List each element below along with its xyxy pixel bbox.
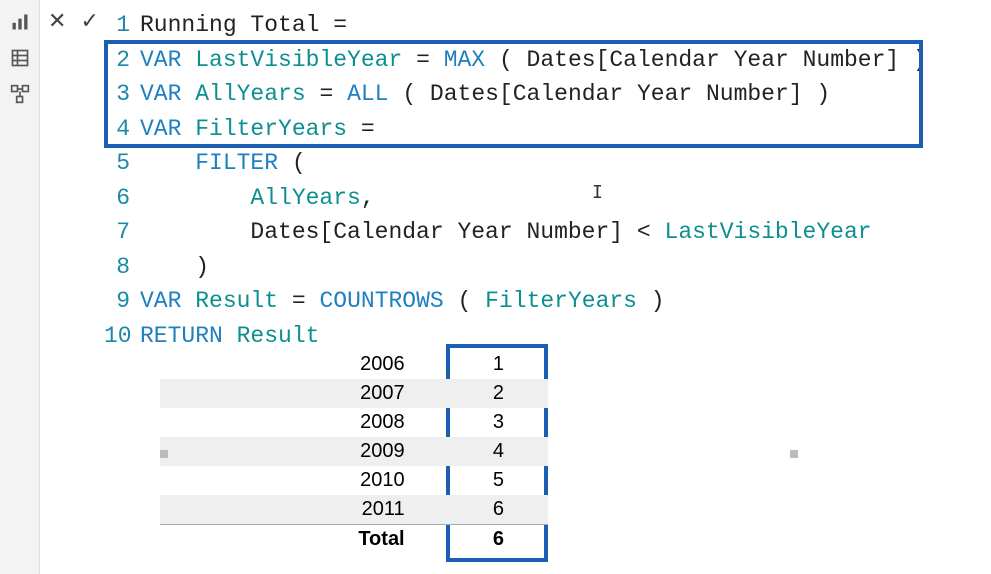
- line-number: 6: [104, 181, 140, 216]
- code-line: 1Running Total =: [104, 8, 983, 43]
- scroll-handle-left[interactable]: [160, 450, 168, 458]
- results-visual: 200612007220083200942010520116Total6: [160, 350, 800, 554]
- code-line: 8 ): [104, 250, 983, 285]
- line-content: ): [140, 250, 983, 285]
- left-nav: [0, 0, 40, 574]
- formula-bar-actions: ✕ ✓: [48, 8, 99, 34]
- report-icon[interactable]: [10, 12, 30, 32]
- line-content: FILTER (: [140, 146, 983, 181]
- value-cell: 3: [415, 408, 548, 437]
- value-cell: 2: [415, 379, 548, 408]
- code-line: 4VAR FilterYears =: [104, 112, 983, 147]
- value-cell: 5: [415, 466, 548, 495]
- table-row: 20083: [160, 408, 548, 437]
- table-total-row: Total6: [160, 525, 548, 555]
- line-number: 2: [104, 43, 140, 78]
- line-number: 7: [104, 215, 140, 250]
- line-number: 10: [104, 319, 140, 354]
- scroll-handle-right[interactable]: [790, 450, 798, 458]
- line-number: 8: [104, 250, 140, 285]
- line-number: 4: [104, 112, 140, 147]
- line-content: Dates[Calendar Year Number] < LastVisibl…: [140, 215, 983, 250]
- total-value-cell: 6: [415, 525, 548, 555]
- line-content: VAR Result = COUNTROWS ( FilterYears ): [140, 284, 983, 319]
- line-content: AllYears,: [140, 181, 983, 216]
- value-cell: 1: [415, 350, 548, 379]
- year-cell: 2006: [160, 350, 415, 379]
- code-line: 9VAR Result = COUNTROWS ( FilterYears ): [104, 284, 983, 319]
- line-number: 3: [104, 77, 140, 112]
- line-content: VAR LastVisibleYear = MAX ( Dates[Calend…: [140, 43, 983, 78]
- line-number: 5: [104, 146, 140, 181]
- model-icon[interactable]: [10, 84, 30, 104]
- code-line: 5 FILTER (: [104, 146, 983, 181]
- code-line: 6 AllYears,: [104, 181, 983, 216]
- code-line: 3VAR AllYears = ALL ( Dates[Calendar Yea…: [104, 77, 983, 112]
- year-cell: 2009: [160, 437, 415, 466]
- table-row: 20061: [160, 350, 548, 379]
- line-number: 1: [104, 8, 140, 43]
- value-cell: 6: [415, 495, 548, 525]
- year-cell: 2007: [160, 379, 415, 408]
- line-content: VAR FilterYears =: [140, 112, 983, 147]
- table-row: 20105: [160, 466, 548, 495]
- table-row: 20072: [160, 379, 548, 408]
- commit-formula-button[interactable]: ✓: [80, 8, 98, 34]
- dax-formula-editor[interactable]: 1Running Total =2VAR LastVisibleYear = M…: [104, 8, 983, 353]
- value-cell: 4: [415, 437, 548, 466]
- text-cursor: I: [592, 182, 603, 203]
- year-cell: 2008: [160, 408, 415, 437]
- data-icon[interactable]: [10, 48, 30, 68]
- table-row: 20116: [160, 495, 548, 525]
- results-table: 200612007220083200942010520116Total6: [160, 350, 548, 554]
- year-cell: 2010: [160, 466, 415, 495]
- year-cell: 2011: [160, 495, 415, 525]
- line-content: RETURN Result: [140, 319, 983, 354]
- table-row: 20094: [160, 437, 548, 466]
- code-line: 10RETURN Result: [104, 319, 983, 354]
- line-number: 9: [104, 284, 140, 319]
- total-label-cell: Total: [160, 525, 415, 555]
- line-content: Running Total =: [140, 8, 983, 43]
- code-line: 2VAR LastVisibleYear = MAX ( Dates[Calen…: [104, 43, 983, 78]
- code-line: 7 Dates[Calendar Year Number] < LastVisi…: [104, 215, 983, 250]
- cancel-formula-button[interactable]: ✕: [48, 8, 66, 34]
- line-content: VAR AllYears = ALL ( Dates[Calendar Year…: [140, 77, 983, 112]
